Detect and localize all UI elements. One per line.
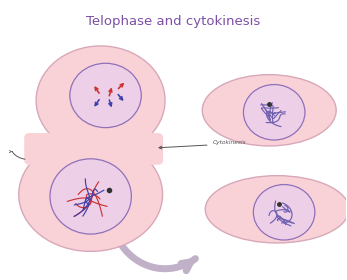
Ellipse shape bbox=[36, 46, 165, 155]
Ellipse shape bbox=[19, 137, 163, 251]
Text: Telophase and cytokinesis: Telophase and cytokinesis bbox=[86, 15, 260, 28]
Ellipse shape bbox=[253, 185, 315, 240]
Ellipse shape bbox=[70, 63, 141, 128]
FancyBboxPatch shape bbox=[24, 133, 163, 165]
Ellipse shape bbox=[202, 75, 336, 146]
Ellipse shape bbox=[50, 159, 132, 234]
Ellipse shape bbox=[244, 85, 305, 140]
Ellipse shape bbox=[205, 176, 347, 243]
Text: Cytokinesis: Cytokinesis bbox=[213, 141, 246, 146]
